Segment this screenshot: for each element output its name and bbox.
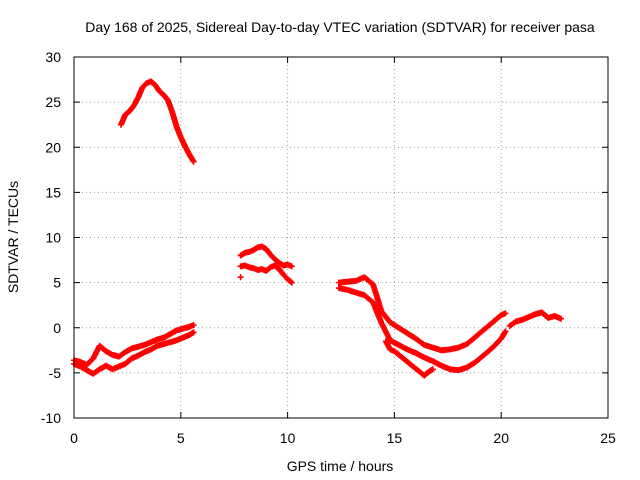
data-point xyxy=(237,274,244,281)
x-axis-label: GPS time / hours xyxy=(287,458,394,474)
x-tick-label: 0 xyxy=(70,430,78,446)
data-point xyxy=(429,366,436,373)
series-early-band-upper xyxy=(71,322,197,368)
data-point xyxy=(287,278,294,285)
y-tick-label: 0 xyxy=(53,320,61,336)
series-mid-segment-lower xyxy=(237,262,295,286)
series-mid-outlier xyxy=(237,274,244,281)
data-point xyxy=(288,263,295,270)
data-point xyxy=(502,328,509,335)
y-tick-label: 20 xyxy=(45,139,61,155)
x-tick-label: 5 xyxy=(177,430,185,446)
y-tick-label: 5 xyxy=(53,275,61,291)
data-point xyxy=(558,315,565,322)
series-late-band-lower xyxy=(335,285,509,374)
tick-label-layer: 0 5 10 15 20 25 -10 -5 0 5 10 15 20 25 30 xyxy=(41,49,616,446)
series-mid-segment-upper xyxy=(237,243,295,270)
data-point xyxy=(502,310,509,317)
data-point xyxy=(288,279,295,286)
x-tick-label: 25 xyxy=(600,430,616,446)
series-late-band-upper xyxy=(335,274,509,354)
x-tick-label: 10 xyxy=(280,430,296,446)
data-point xyxy=(190,158,197,165)
y-tick-label: 30 xyxy=(45,49,61,65)
series-late-dip xyxy=(382,338,436,379)
data-layer xyxy=(71,78,565,379)
y-tick-label: 25 xyxy=(45,94,61,110)
x-tick-label: 15 xyxy=(387,430,403,446)
grid-layer xyxy=(74,57,608,418)
series-early-band-lower xyxy=(71,329,197,377)
y-tick-label: -5 xyxy=(49,365,62,381)
y-axis-label: SDTVAR / TECUs xyxy=(5,181,21,293)
data-point xyxy=(190,329,197,336)
series-late-tail xyxy=(506,309,565,329)
y-tick-label: 10 xyxy=(45,230,61,246)
series-early-peak xyxy=(117,78,197,165)
chart-title: Day 168 of 2025, Sidereal Day-to-day VTE… xyxy=(85,19,595,35)
plot-frame xyxy=(73,56,609,419)
y-tick-label: 15 xyxy=(45,184,61,200)
data-point xyxy=(190,322,197,329)
y-tick-label: -10 xyxy=(41,410,61,426)
x-tick-label: 20 xyxy=(493,430,509,446)
